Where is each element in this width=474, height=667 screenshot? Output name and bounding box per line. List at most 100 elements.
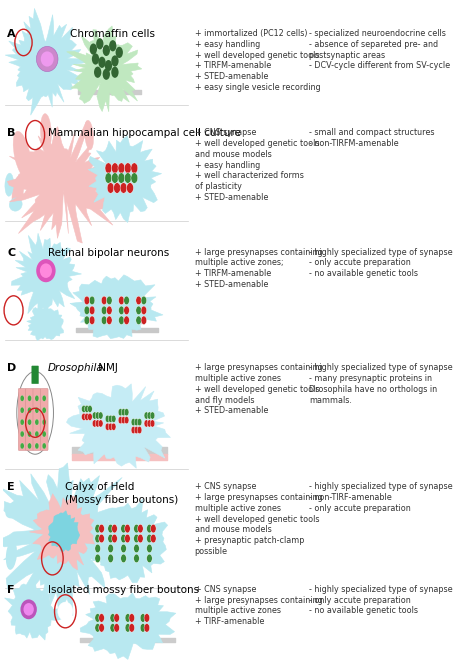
Circle shape (94, 67, 101, 78)
Ellipse shape (47, 608, 66, 621)
Circle shape (107, 183, 114, 193)
Circle shape (124, 173, 131, 183)
Text: + large presynapses containing
multiple active zones
+ well developed genetic to: + large presynapses containing multiple … (195, 364, 322, 416)
Circle shape (27, 408, 31, 413)
Circle shape (129, 624, 135, 632)
Circle shape (42, 443, 46, 449)
Circle shape (108, 534, 113, 543)
Circle shape (20, 408, 24, 413)
Polygon shape (27, 306, 64, 340)
Circle shape (125, 534, 130, 543)
Circle shape (114, 624, 119, 632)
Text: - highly specialized type of synapse
- only accute preparation
- no available ge: - highly specialized type of synapse - o… (309, 247, 453, 278)
Polygon shape (88, 136, 162, 223)
Circle shape (134, 426, 139, 434)
Ellipse shape (40, 113, 51, 150)
Circle shape (147, 412, 152, 419)
Circle shape (88, 406, 92, 413)
Polygon shape (80, 593, 176, 660)
Circle shape (150, 412, 155, 419)
Ellipse shape (5, 499, 26, 518)
Circle shape (96, 38, 103, 49)
Polygon shape (11, 233, 82, 316)
Circle shape (111, 423, 116, 430)
Text: - highly specialized type of synapse
- non-TIRF-amenable
- only accute preparati: - highly specialized type of synapse - n… (309, 482, 453, 513)
Circle shape (101, 296, 107, 305)
Circle shape (90, 43, 97, 55)
Circle shape (136, 306, 141, 315)
Circle shape (150, 420, 155, 427)
Circle shape (112, 534, 117, 543)
Circle shape (125, 614, 131, 622)
Circle shape (95, 554, 100, 563)
Text: - small and compact structures
- non-TIRFM-amenable: - small and compact structures - non-TIR… (309, 129, 435, 148)
Circle shape (20, 431, 24, 437)
Circle shape (124, 316, 129, 325)
Text: Isolated mossy fiber boutons: Isolated mossy fiber boutons (48, 585, 199, 595)
Circle shape (137, 524, 143, 533)
Text: B: B (7, 129, 16, 139)
Circle shape (109, 40, 117, 51)
Circle shape (110, 614, 116, 622)
Polygon shape (0, 463, 135, 616)
Circle shape (141, 296, 146, 305)
FancyBboxPatch shape (26, 388, 33, 451)
Circle shape (118, 163, 125, 173)
Circle shape (35, 443, 39, 449)
Circle shape (146, 544, 152, 553)
Circle shape (95, 420, 100, 427)
Circle shape (137, 534, 143, 543)
Circle shape (127, 183, 134, 193)
Circle shape (134, 554, 139, 563)
Circle shape (27, 419, 31, 425)
Text: F: F (7, 585, 15, 595)
Ellipse shape (20, 600, 37, 619)
Ellipse shape (36, 259, 55, 282)
Circle shape (108, 554, 113, 563)
Circle shape (114, 614, 119, 622)
Polygon shape (86, 499, 168, 583)
Circle shape (134, 524, 139, 533)
Ellipse shape (9, 198, 22, 211)
Circle shape (35, 396, 39, 402)
Text: Drosophila: Drosophila (48, 364, 104, 374)
Circle shape (99, 624, 104, 632)
Circle shape (151, 524, 156, 533)
Text: - specialized neuroendocrine cells
- absence of separeted pre- and
postsynaptic : - specialized neuroendocrine cells - abs… (309, 29, 450, 71)
Circle shape (118, 409, 123, 416)
Polygon shape (5, 9, 92, 115)
Circle shape (35, 431, 39, 437)
Text: D: D (7, 364, 16, 374)
Circle shape (136, 296, 141, 305)
Text: + CNS synapse
+ large presynapses containing
multiple active zones
+ TIRF-amenab: + CNS synapse + large presynapses contai… (195, 585, 322, 626)
Circle shape (140, 614, 146, 622)
Circle shape (134, 418, 139, 426)
FancyBboxPatch shape (33, 388, 41, 451)
Circle shape (99, 534, 104, 543)
Ellipse shape (5, 173, 14, 196)
Circle shape (124, 409, 129, 416)
Circle shape (92, 412, 97, 419)
Circle shape (89, 296, 95, 305)
Circle shape (121, 524, 127, 533)
Circle shape (134, 544, 139, 553)
Circle shape (116, 47, 123, 58)
Circle shape (105, 60, 112, 71)
Circle shape (121, 554, 127, 563)
Ellipse shape (58, 602, 73, 620)
Text: + immortalized (PC12 cells)
+ easy handling
+ well developed genetic tools
+ TIR: + immortalized (PC12 cells) + easy handl… (195, 29, 320, 92)
Ellipse shape (17, 372, 54, 454)
Circle shape (140, 624, 146, 632)
Circle shape (131, 163, 138, 173)
Circle shape (42, 431, 46, 437)
Circle shape (98, 57, 106, 68)
Circle shape (111, 163, 118, 173)
Circle shape (118, 296, 124, 305)
Circle shape (95, 624, 100, 632)
Circle shape (84, 413, 89, 420)
Circle shape (125, 624, 131, 632)
Circle shape (105, 173, 112, 183)
Text: Calyx of Held
(Mossy fiber boutons): Calyx of Held (Mossy fiber boutons) (65, 482, 179, 505)
Circle shape (99, 524, 104, 533)
Text: Chromaffin cells: Chromaffin cells (70, 29, 155, 39)
